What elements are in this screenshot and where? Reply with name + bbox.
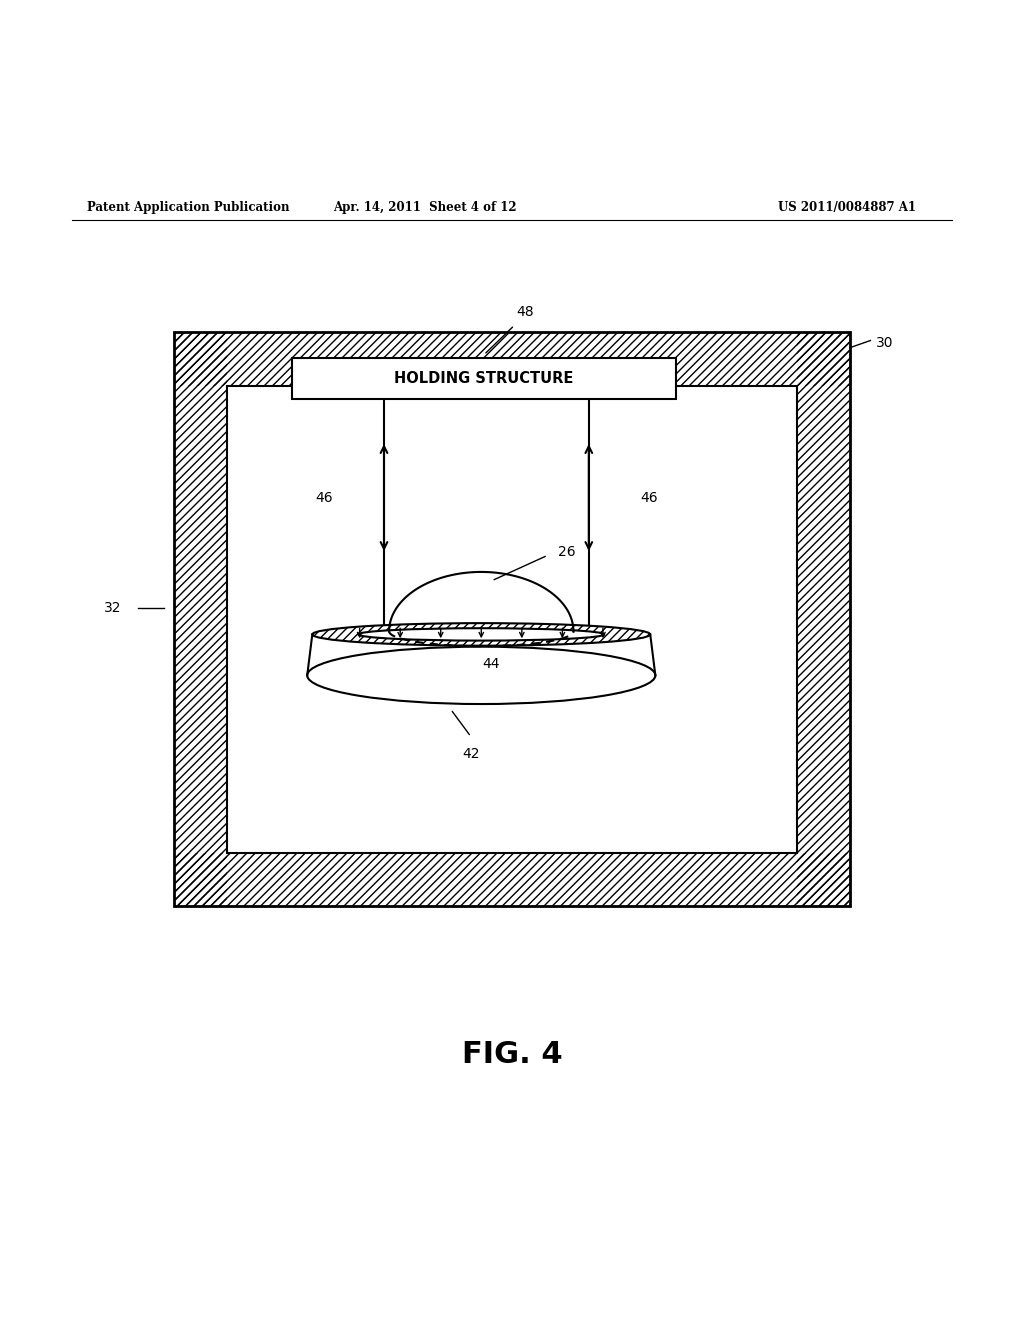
Text: 42: 42 [462, 747, 480, 762]
Bar [174, 333, 850, 906]
Text: 30: 30 [876, 335, 893, 350]
Ellipse shape [312, 623, 650, 645]
Text: 44: 44 [482, 657, 501, 671]
Ellipse shape [307, 647, 655, 704]
Text: Patent Application Publication: Patent Application Publication [87, 201, 290, 214]
Bar [174, 853, 850, 906]
Bar [292, 358, 676, 399]
Text: 46: 46 [640, 491, 657, 504]
Text: US 2011/0084887 A1: US 2011/0084887 A1 [778, 201, 916, 214]
Ellipse shape [358, 628, 604, 640]
Text: 46: 46 [315, 491, 333, 504]
Bar [174, 333, 227, 906]
Bar [174, 333, 850, 385]
Text: 26: 26 [558, 545, 575, 560]
Text: FIG. 4: FIG. 4 [462, 1040, 562, 1069]
Bar [227, 385, 797, 853]
Text: HOLDING STRUCTURE: HOLDING STRUCTURE [394, 371, 573, 385]
Bar [227, 385, 797, 853]
Text: 32: 32 [103, 601, 122, 615]
Bar [797, 333, 850, 906]
Text: 48: 48 [516, 305, 534, 319]
Text: Apr. 14, 2011  Sheet 4 of 12: Apr. 14, 2011 Sheet 4 of 12 [333, 201, 517, 214]
